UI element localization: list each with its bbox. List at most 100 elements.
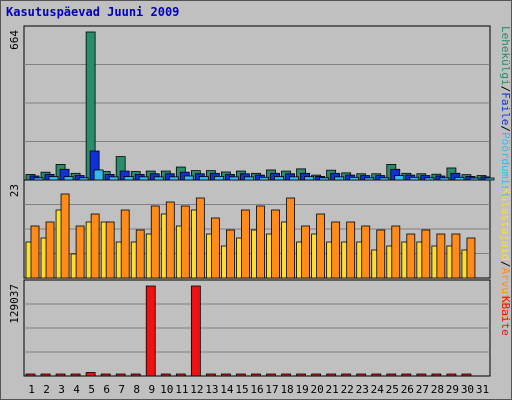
x-tick-label-26: 26 [401,383,414,396]
legend-separator: / [499,125,512,132]
legend-entry: Külastajaid [499,188,512,261]
legend-entry: Pöördumisi [499,132,512,198]
x-tick-label-8: 8 [133,383,140,396]
kbytes-panel-bar-1-day-30 [461,373,472,377]
visits-panel-bar-2-day-23 [361,225,371,279]
legend-separator: / [499,261,512,268]
x-tick-label-29: 29 [446,383,459,396]
x-tick-label-23: 23 [356,383,369,396]
kbytes-panel-bar-1-day-13 [205,373,216,377]
kbytes-panel-bar-1-day-2 [40,373,51,377]
kbytes-panel-bar-1-day-4 [70,373,81,377]
x-tick-label-7: 7 [118,383,125,396]
x-tick-label-5: 5 [88,383,95,396]
x-tick-label-6: 6 [103,383,110,396]
kbytes-panel-bar-1-day-20 [311,373,322,377]
hits-panel-bar-3-day-13 [213,176,224,181]
visits-panel-bar-2-day-9 [150,205,160,279]
kbytes-panel-bar-1-day-27 [416,373,427,377]
hits-panel-bar-3-day-9 [153,176,164,181]
hits-panel-bar-3-day-14 [229,176,239,181]
hits-panel-bar-3-day-11 [183,175,194,181]
visits-panel-bar-2-day-14 [226,229,235,279]
hits-panel-bar-3-day-29 [454,176,465,181]
kbytes-panel-bar-1-day-11 [175,373,186,377]
kbytes-panel-bar-1-day-16 [251,373,261,377]
hits-panel-bar-3-day-26 [409,176,420,181]
x-tick-label-20: 20 [311,383,324,396]
x-tick-label-18: 18 [280,383,293,396]
x-tick-label-11: 11 [175,383,188,396]
hits-panel-legend: Lehekülgi/Faile/Pöördumisi [499,26,512,198]
kbytes-panel-bar-1-day-3 [55,373,66,377]
kbytes-panel-bar-1-day-5 [85,372,96,377]
x-tick-label-14: 14 [220,383,234,396]
x-tick-label-15: 15 [235,383,248,396]
visits-panel-bar-2-day-5 [90,213,100,279]
kbytes-panel-bar-1-day-25 [386,373,397,377]
x-tick-label-22: 22 [341,383,354,396]
hits-panel-bar-3-day-30 [469,177,480,181]
kbytes-panel-bar-1-day-29 [446,373,457,377]
hits-panel-bar-3-day-31 [484,177,495,181]
kbytes-panel-bar-1-day-24 [371,373,382,377]
hits-panel-bar-3-day-5 [93,169,104,181]
kbytes-panel-bar-1-day-15 [236,373,246,377]
x-tick-label-30: 30 [461,383,474,396]
hits-panel-bar-3-day-3 [63,176,74,181]
visits-panel-bar-2-day-8 [135,229,145,279]
hits-panel-bar-3-day-23 [364,177,375,181]
hits-panel-bar-3-day-21 [334,176,345,181]
visits-panel-legend: Külastajaid/Arvuteid [499,188,512,320]
hits-panel-bar-3-day-28 [439,177,450,181]
hits-panel-bar-3-day-2 [48,176,59,181]
hits-panel-ymax-label: 664 [8,30,21,50]
hits-panel-bar-3-day-27 [424,177,435,181]
visits-panel-bar-2-day-25 [391,225,401,279]
x-tick-label-31: 31 [476,383,489,396]
hits-panel-bar-3-day-15 [244,176,254,181]
kbytes-panel-bar-1-day-8 [130,373,141,377]
x-tick-label-27: 27 [416,383,429,396]
x-tick-label-9: 9 [148,383,155,396]
hits-panel-bar-3-day-25 [394,175,405,181]
kbytes-panel-bar-1-day-18 [281,373,291,377]
x-tick-label-16: 16 [250,383,263,396]
visits-panel-bar-2-day-2 [45,221,55,279]
kbytes-panel-bar-1-day-22 [341,373,352,377]
visits-panel-bar-2-day-6 [105,221,115,279]
kbytes-panel-bar-1-day-12 [190,285,201,377]
x-tick-label-28: 28 [431,383,444,396]
hits-panel-bar-3-day-20 [319,177,330,181]
hits-panel-bar-3-day-19 [304,176,314,181]
hits-panel-bar-3-day-1 [33,177,44,181]
hits-panel-bar-3-day-10 [168,176,179,181]
visits-panel-bar-2-day-27 [421,229,431,279]
visits-panel-bar-2-day-16 [256,205,265,279]
hits-panel-bar-3-day-8 [138,176,149,181]
legend-separator: / [499,86,512,93]
visits-panel-bar-2-day-4 [75,225,85,279]
kbytes-panel-bar-1-day-23 [356,373,367,377]
kbytes-panel-bar-1-day-21 [326,373,337,377]
legend-entry: Faile [499,92,512,125]
visits-panel-bar-2-day-3 [60,193,70,279]
visits-panel-bar-2-day-28 [436,233,446,279]
kbytes-panel-ymax-label: 129037 [8,284,21,324]
x-tick-label-19: 19 [295,383,308,396]
legend-entry: Arvuteid [499,267,512,320]
legend-entry: KBaite [499,296,512,336]
hits-panel-bar-3-day-17 [274,176,284,181]
hits-panel-bar-3-day-6 [108,176,119,181]
x-tick-label-25: 25 [386,383,399,396]
kbytes-panel-bar-1-day-17 [266,373,276,377]
hits-panel-bar-3-day-4 [78,177,89,181]
visits-panel-bar-2-day-15 [241,209,250,279]
hits-panel-bar-3-day-12 [198,176,209,181]
x-tick-label-21: 21 [326,383,339,396]
kbytes-panel-bar-1-day-9 [145,285,156,377]
kbytes-panel-bar-1-day-10 [160,373,171,377]
kbytes-panel-bar-1-day-28 [431,373,442,377]
hits-panel-bar-3-day-24 [379,177,390,181]
